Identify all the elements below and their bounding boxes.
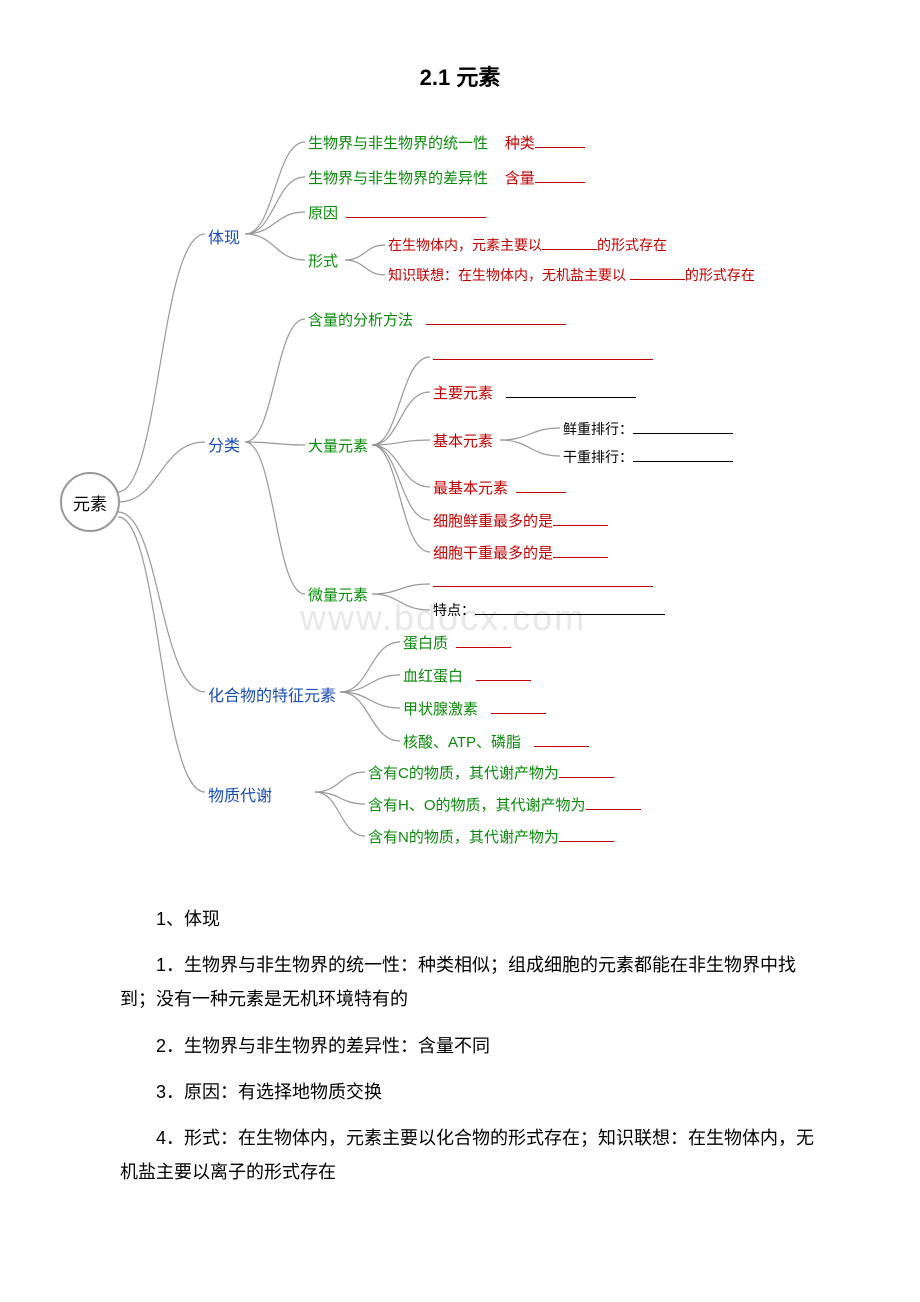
wuzhi-n: 含有N的物质，其代谢产物为 xyxy=(368,826,614,847)
l1-tixian: 体现 xyxy=(208,224,240,248)
fenlei-weiliang: 微量元素 xyxy=(308,584,368,605)
weiliang-tedian: 特点： xyxy=(433,600,665,620)
huahewu-danbai: 蛋白质 xyxy=(403,632,511,653)
body-p2: 2．生物界与非生物界的差异性：含量不同 xyxy=(120,1029,820,1063)
page-title: 2.1 元素 xyxy=(40,60,880,92)
body-p3: 3．原因：有选择地物质交换 xyxy=(120,1075,820,1109)
body-p4: 4．形式：在生物体内，元素主要以化合物的形式存在；知识联想：在生物体内，无机盐主… xyxy=(120,1121,820,1189)
tixian-yuanyin: 原因 xyxy=(308,202,486,223)
chayi-ans: 含量 xyxy=(505,170,535,187)
wuzhi-ho: 含有H、O的物质，其代谢产物为 xyxy=(368,794,641,815)
fenlei-hanliang: 含量的分析方法 xyxy=(308,309,566,330)
tixian-chayi: 生物界与非生物界的差异性 含量 xyxy=(308,167,585,188)
wuzhi-c: 含有C的物质，其代谢产物为 xyxy=(368,762,614,783)
tongyi-ans: 种类 xyxy=(505,135,535,152)
xingshi-2: 知识联想：在生物体内，无机盐主要以 的形式存在 xyxy=(388,265,755,285)
huahewu-hesuan: 核酸、ATP、磷脂 xyxy=(403,731,589,752)
chayi-label: 生物界与非生物界的差异性 xyxy=(308,170,488,187)
tixian-xingshi: 形式 xyxy=(308,250,338,271)
root-node: 元素 xyxy=(60,472,120,532)
daliang-xianzhong: 细胞鲜重最多的是 xyxy=(433,510,608,531)
jiben-xian: 鲜重排行： xyxy=(563,419,733,439)
daliang-zuijiben: 最基本元素 xyxy=(433,477,566,498)
body-text: 1、体现 1．生物界与非生物界的统一性：种类相似；组成细胞的元素都能在非生物界中… xyxy=(40,902,880,1189)
l1-wuzhi: 物质代谢 xyxy=(208,782,272,806)
daliang-zhuyao: 主要元素 xyxy=(433,382,636,403)
xingshi-1: 在生物体内，元素主要以的形式存在 xyxy=(388,235,667,255)
body-p1: 1．生物界与非生物界的统一性：种类相似；组成细胞的元素都能在非生物界中找到；没有… xyxy=(120,948,820,1016)
huahewu-jiazhuang: 甲状腺激素 xyxy=(403,698,546,719)
body-h1: 1、体现 xyxy=(120,902,820,936)
weiliang-blank xyxy=(433,574,653,591)
daliang-blank xyxy=(433,347,653,364)
daliang-ganzhong: 细胞干重最多的是 xyxy=(433,542,608,563)
l1-fenlei: 分类 xyxy=(208,432,240,456)
jiben-gan: 干重排行： xyxy=(563,447,733,467)
daliang-jiben: 基本元素 xyxy=(433,430,493,451)
tongyi-label: 生物界与非生物界的统一性 xyxy=(308,135,488,152)
l1-huahewu: 化合物的特征元素 xyxy=(208,682,336,706)
mindmap: www.bdocx.com xyxy=(40,112,880,872)
huahewu-xuehong: 血红蛋白 xyxy=(403,665,531,686)
tixian-tongyi: 生物界与非生物界的统一性 种类 xyxy=(308,132,585,153)
fenlei-daliang: 大量元素 xyxy=(308,435,368,456)
